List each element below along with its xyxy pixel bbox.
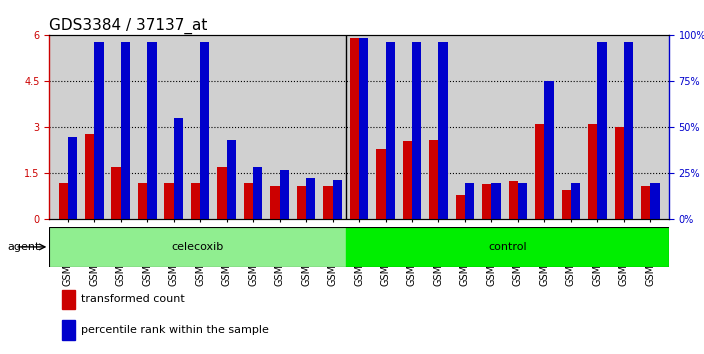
Bar bbox=[403, 141, 412, 219]
Text: agent: agent bbox=[7, 242, 39, 252]
Bar bbox=[429, 140, 439, 219]
Bar bbox=[253, 167, 263, 219]
Bar bbox=[200, 41, 210, 219]
Bar bbox=[588, 124, 597, 219]
Bar bbox=[491, 183, 501, 219]
Text: celecoxib: celecoxib bbox=[171, 242, 224, 252]
Bar bbox=[58, 183, 68, 219]
Bar bbox=[191, 183, 200, 219]
Bar bbox=[650, 183, 660, 219]
Bar bbox=[615, 127, 624, 219]
Text: control: control bbox=[488, 242, 527, 252]
Bar bbox=[412, 41, 421, 219]
Bar bbox=[270, 186, 279, 219]
Bar bbox=[346, 227, 669, 267]
Bar bbox=[518, 183, 527, 219]
Bar bbox=[535, 124, 544, 219]
Bar bbox=[439, 41, 448, 219]
Bar bbox=[138, 183, 147, 219]
Bar bbox=[49, 227, 346, 267]
Bar bbox=[359, 39, 368, 219]
Bar bbox=[465, 183, 474, 219]
Text: percentile rank within the sample: percentile rank within the sample bbox=[82, 325, 270, 335]
Bar bbox=[174, 118, 183, 219]
Bar bbox=[244, 183, 253, 219]
Bar bbox=[597, 41, 607, 219]
Bar bbox=[332, 179, 342, 219]
Bar bbox=[297, 186, 306, 219]
Bar bbox=[386, 41, 395, 219]
Bar bbox=[323, 186, 332, 219]
Bar bbox=[68, 137, 77, 219]
Bar bbox=[350, 39, 359, 219]
Bar bbox=[121, 41, 130, 219]
Bar bbox=[306, 178, 315, 219]
Bar bbox=[376, 149, 386, 219]
Text: transformed count: transformed count bbox=[82, 295, 185, 304]
Bar bbox=[62, 290, 75, 309]
Bar bbox=[147, 41, 156, 219]
Bar bbox=[508, 181, 518, 219]
Bar bbox=[571, 183, 580, 219]
Bar bbox=[94, 41, 103, 219]
Text: GDS3384 / 37137_at: GDS3384 / 37137_at bbox=[49, 18, 208, 34]
Bar bbox=[279, 170, 289, 219]
Bar bbox=[62, 320, 75, 340]
Bar bbox=[641, 186, 650, 219]
Bar bbox=[227, 140, 236, 219]
Bar bbox=[218, 167, 227, 219]
Bar bbox=[624, 41, 633, 219]
Bar bbox=[544, 81, 553, 219]
Bar bbox=[482, 184, 491, 219]
Bar bbox=[165, 183, 174, 219]
Bar bbox=[562, 190, 571, 219]
Bar bbox=[111, 167, 121, 219]
Bar bbox=[455, 195, 465, 219]
Bar bbox=[85, 133, 94, 219]
